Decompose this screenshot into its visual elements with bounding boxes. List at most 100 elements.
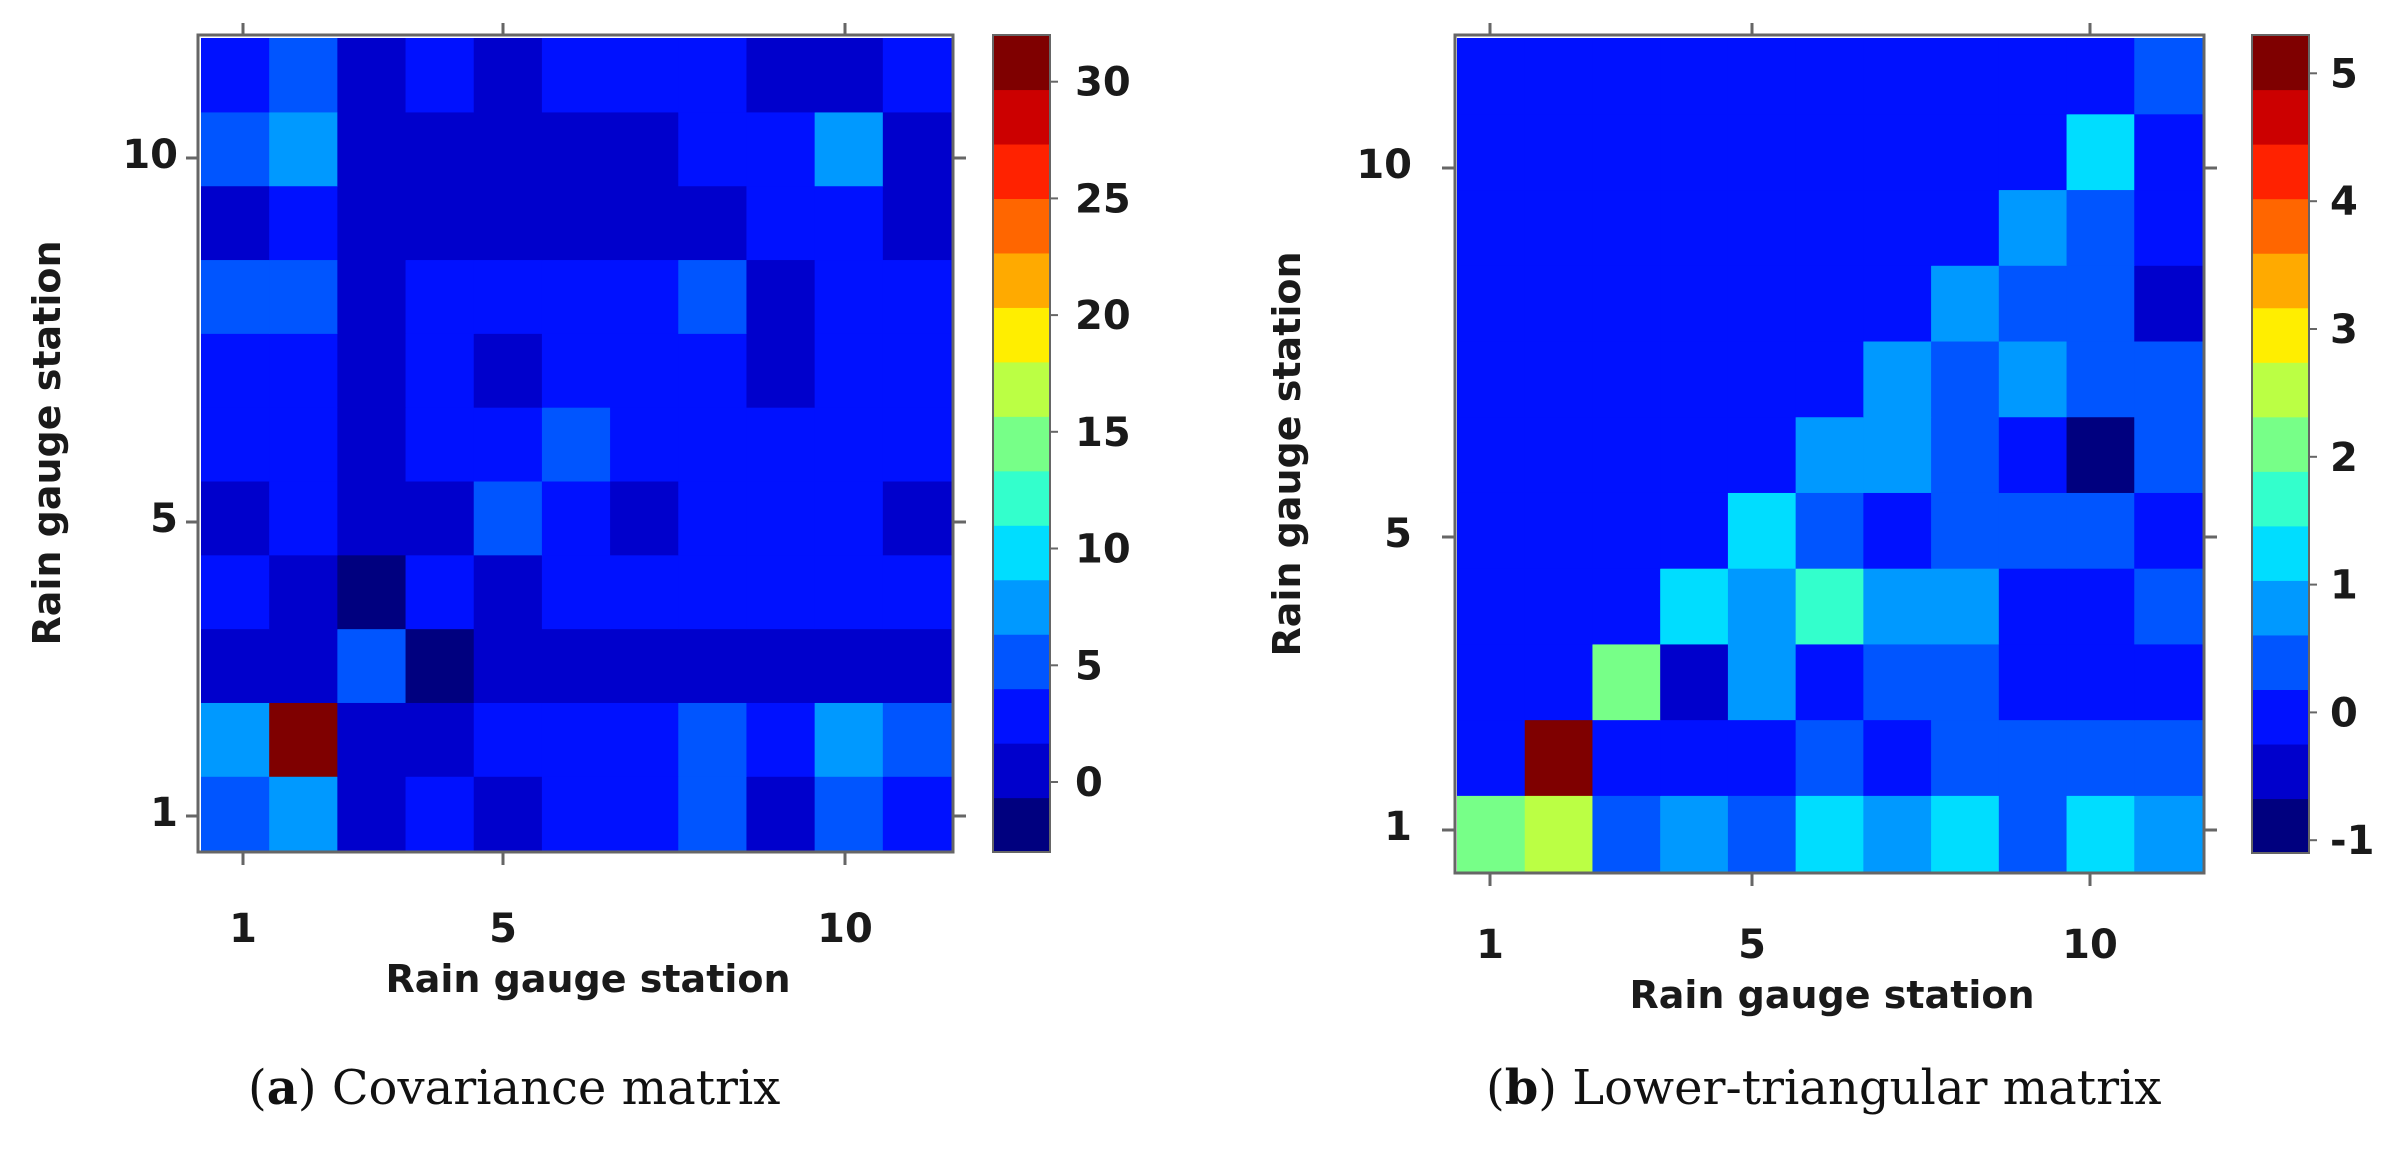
covariance-cell-r4-c10	[814, 554, 884, 630]
covariance-cell-r3-c4	[405, 628, 475, 703]
lower-triangular-cell-r5-c9	[1998, 492, 2068, 569]
lower-triangular-cell-r1-c9	[1998, 795, 2068, 872]
lower-triangular-colorbar-segment-15	[2252, 35, 2309, 91]
covariance-cell-r9-c2	[269, 185, 338, 261]
covariance-cell-r5-c2	[269, 480, 338, 556]
covariance-cell-r8-c10	[814, 259, 884, 334]
lower-triangular-cell-r8-c4	[1660, 265, 1729, 342]
lower-triangular-cell-r4-c7	[1863, 568, 1932, 645]
covariance-cell-r6-c4	[405, 407, 475, 482]
lower-triangular-cell-r10-c1	[1457, 113, 1526, 191]
lower-triangular-cell-r2-c4	[1660, 719, 1729, 796]
lower-triangular-cell-r8-c5	[1727, 265, 1797, 342]
covariance-colorbar-segment-1	[993, 797, 1050, 853]
lower-triangular-cell-r8-c2	[1524, 265, 1594, 342]
covariance-cell-r7-c1	[201, 333, 270, 408]
lower-triangular-cell-r3-c1	[1457, 643, 1526, 721]
covariance-cell-r8-c3	[337, 259, 407, 334]
covariance-cell-r5-c4	[405, 480, 475, 556]
covariance-cell-r6-c7	[610, 407, 679, 482]
covariance-cell-r5-c7	[610, 480, 679, 556]
lower-triangular-cell-r1-c8	[1931, 795, 2000, 872]
covariance-colorbar-ticks: 0 5 10 15 20 25 30	[1050, 60, 1131, 806]
covariance-cell-r8-c4	[405, 259, 475, 334]
lower-triangular-cell-r9-c10	[2066, 189, 2135, 266]
lower-triangular-cell-r11-c10	[2066, 38, 2135, 115]
lower-triangular-cell-r9-c11	[2134, 189, 2203, 266]
covariance-cell-r8-c9	[746, 259, 816, 334]
covariance-cell-r8-c11	[882, 259, 952, 334]
lower-triangular-cell-r2-c7	[1863, 719, 1932, 796]
covariance-cell-r3-c8	[678, 628, 748, 703]
covariance-cell-r2-c8	[678, 702, 748, 777]
lower-triangular-cell-r5-c3	[1592, 492, 1661, 569]
lower-triangular-x-axis-label: Rain gauge station	[1629, 973, 2034, 1017]
covariance-cell-r10-c5	[473, 111, 543, 187]
lower-triangular-colorbar-segment-9	[2252, 362, 2309, 418]
covariance-colorbar-tick-label: 20	[1075, 293, 1131, 339]
lower-triangular-colorbar-frame	[2251, 34, 2310, 854]
lower-triangular-cell-r3-c7	[1863, 643, 1932, 721]
lower-triangular-cell-r10-c6	[1795, 113, 1864, 191]
covariance-cell-r4-c6	[541, 554, 611, 630]
lower-triangular-cell-r7-c1	[1457, 340, 1526, 418]
covariance-cell-r4-c7	[610, 554, 679, 630]
covariance-x-tick-10: 10	[817, 906, 873, 952]
covariance-cell-r5-c11	[882, 480, 952, 556]
covariance-y-tick-1: 1	[150, 790, 178, 836]
covariance-colorbar-segment-2	[993, 743, 1050, 799]
covariance-cell-r1-c11	[882, 776, 952, 851]
lower-triangular-colorbar-segment-1	[2252, 798, 2309, 854]
lower-triangular-cell-r10-c7	[1863, 113, 1932, 191]
lower-triangular-cell-r3-c6	[1795, 643, 1864, 721]
lower-triangular-cell-r7-c8	[1931, 340, 2000, 418]
lower-triangular-cell-r3-c8	[1931, 643, 2000, 721]
covariance-cell-r4-c2	[269, 554, 338, 630]
covariance-cell-r2-c11	[882, 702, 952, 777]
covariance-cell-r2-c4	[405, 702, 475, 777]
covariance-cell-r2-c7	[610, 702, 679, 777]
lower-triangular-cell-r7-c2	[1524, 340, 1594, 418]
covariance-plot-frame	[196, 33, 955, 854]
lower-triangular-cell-r5-c10	[2066, 492, 2135, 569]
lower-triangular-cell-r8-c10	[2066, 265, 2135, 342]
covariance-panel: 1 5 10 1 5 10 Rain gauge station Rain ga…	[25, 23, 1131, 1001]
covariance-cell-r8-c8	[678, 259, 748, 334]
covariance-colorbar-segment-13	[993, 143, 1050, 199]
lower-triangular-cell-r4-c8	[1931, 568, 2000, 645]
covariance-cell-r7-c8	[678, 333, 748, 408]
lower-triangular-cell-r11-c8	[1931, 38, 2000, 115]
lower-triangular-colorbar-segment-6	[2252, 525, 2309, 581]
lower-triangular-cell-r9-c9	[1998, 189, 2068, 266]
lower-triangular-colorbar-segment-11	[2252, 253, 2309, 309]
covariance-cell-r10-c6	[541, 111, 611, 187]
lower-triangular-cell-r5-c7	[1863, 492, 1932, 569]
covariance-cell-r7-c7	[610, 333, 679, 408]
covariance-cell-r3-c2	[269, 628, 338, 703]
covariance-x-axis-label: Rain gauge station	[385, 957, 790, 1001]
lower-triangular-cell-r11-c6	[1795, 38, 1864, 115]
lower-triangular-cell-r9-c1	[1457, 189, 1526, 266]
covariance-colorbar-tick-label: 15	[1075, 410, 1131, 456]
lower-triangular-colorbar-tick-label: 0	[2330, 690, 2358, 736]
lower-triangular-cell-r8-c8	[1931, 265, 2000, 342]
lower-triangular-x-tick-5: 5	[1738, 922, 1766, 968]
lower-triangular-cell-r5-c5	[1727, 492, 1797, 569]
covariance-cell-r4-c9	[746, 554, 816, 630]
covariance-x-tick-1: 1	[229, 906, 257, 952]
covariance-cell-r9-c1	[201, 185, 270, 261]
lower-triangular-cell-r2-c9	[1998, 719, 2068, 796]
lower-triangular-cell-r2-c2	[1524, 719, 1594, 796]
caption-a-letter: a	[266, 1060, 298, 1116]
lower-triangular-cell-r5-c11	[2134, 492, 2203, 569]
caption-a-text: Covariance matrix	[331, 1060, 781, 1116]
covariance-cell-r11-c6	[541, 38, 611, 113]
lower-triangular-y-tick-1: 1	[1384, 804, 1412, 850]
covariance-y-tick-5: 5	[150, 496, 178, 542]
covariance-cell-r11-c4	[405, 38, 475, 113]
covariance-cell-r5-c6	[541, 480, 611, 556]
covariance-cell-r6-c10	[814, 407, 884, 482]
lower-triangular-cell-r1-c2	[1524, 795, 1594, 872]
lower-triangular-cell-r7-c4	[1660, 340, 1729, 418]
covariance-cell-r5-c9	[746, 480, 816, 556]
